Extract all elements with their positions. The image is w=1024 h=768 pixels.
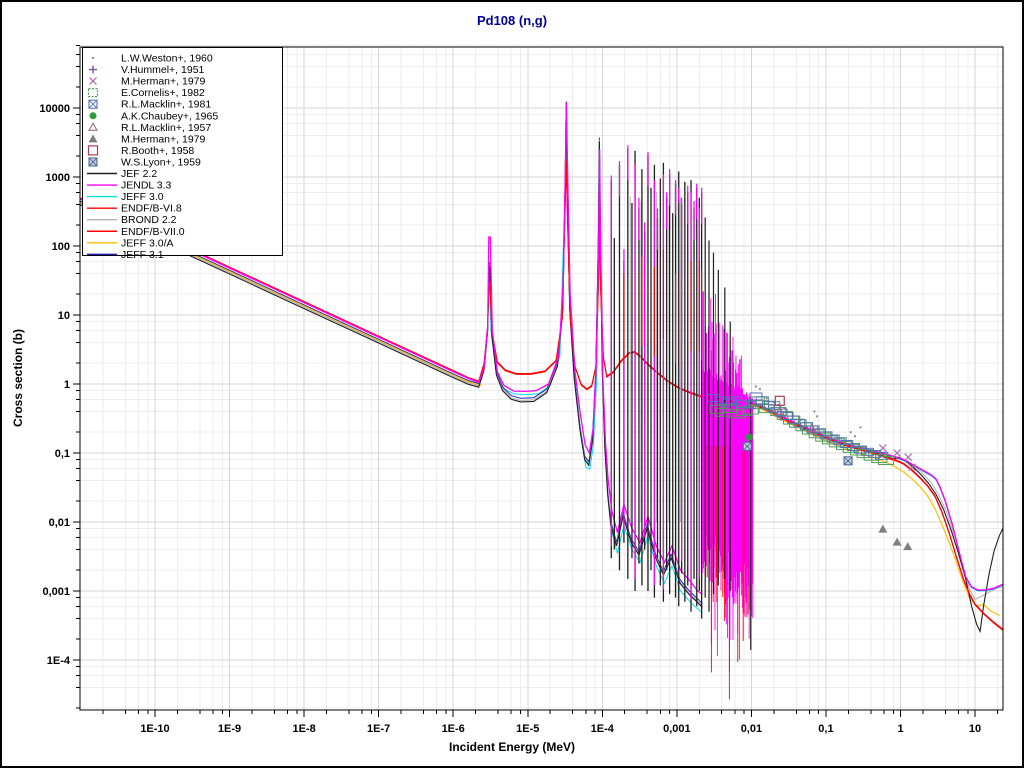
y-tick-label: 1000 — [46, 172, 70, 184]
curve-jendl33 — [752, 401, 1003, 591]
curve-jeff30 — [752, 402, 1003, 592]
legend-row: W.S.Lyon+, 1959 — [88, 156, 201, 168]
y-tick-label: 0,1 — [55, 448, 70, 460]
legend-row: JEFF 3.0 — [87, 191, 164, 203]
x-tick-label: 1E-6 — [442, 723, 465, 735]
axes: 1E-10 1E-9 1E-8 1E-7 1E-6 1E-5 1E-4 0,001 0,01 0,… — [39, 45, 1004, 735]
x-tick-label: 1E-8 — [292, 723, 315, 735]
legend-label: A.K.Chaubey+, 1965 — [121, 110, 218, 122]
legend-label: JEFF 3.0/A — [121, 237, 174, 249]
legend-row: JEF 2.2 — [87, 168, 157, 180]
y-tick-label: 100 — [52, 241, 70, 253]
legend-row: JEFF 3.1 — [87, 249, 164, 261]
dataset-macklin1957 — [774, 406, 817, 433]
legend-row: ENDF/B-VI.8 — [87, 203, 182, 215]
grid — [80, 45, 1003, 710]
y-tick-label: 10 — [58, 310, 70, 322]
x-tick-label: 1E-9 — [218, 723, 241, 735]
legend-row: M.Herman+, 1979 — [88, 133, 205, 145]
legend-row: E.Cornelis+, 1982 — [87, 87, 205, 99]
legend-label: JENDL 3.3 — [121, 180, 172, 192]
y-tick-label: 0,01 — [49, 517, 70, 529]
legend-row: R.L.Macklin+, 1981 — [88, 99, 211, 111]
x-tick-label: 0,1 — [818, 723, 833, 735]
legend-label: M.Herman+, 1979 — [121, 76, 205, 88]
x-tick-label: 1 — [897, 723, 903, 735]
y-tick-label: 1 — [64, 379, 70, 391]
dataset-lyon1959 — [742, 441, 853, 466]
dataset-herman1979x — [878, 444, 917, 472]
y-axis-title: Cross section (b) — [11, 328, 25, 428]
legend-label: BROND 2.2 — [121, 214, 177, 226]
legend-label: E.Cornelis+, 1982 — [121, 87, 205, 99]
legend-label: JEFF 3.1 — [121, 249, 164, 261]
legend-label: R.L.Macklin+, 1981 — [121, 99, 211, 111]
legend-label: W.S.Lyon+, 1959 — [121, 156, 201, 168]
legend-row: M.Herman+, 1979 — [89, 76, 205, 88]
legend-label: M.Herman+, 1979 — [121, 133, 205, 145]
x-tick-label: 10 — [969, 723, 981, 735]
x-axis-title: Incident Energy (MeV) — [448, 740, 576, 754]
legend-row: ENDF/B-VII.0 — [87, 226, 185, 238]
legend-label: JEFF 3.0 — [121, 191, 164, 203]
curve-jeff31 — [752, 402, 1003, 591]
chart-title: Pd108 (n,g) — [476, 13, 548, 28]
legend-row: A.K.Chaubey+, 1965 — [89, 110, 218, 122]
legend-label: L.W.Weston+, 1960 — [121, 53, 213, 65]
x-tick-label: 0,001 — [663, 723, 691, 735]
legend-row: BROND 2.2 — [87, 214, 177, 226]
x-tick-label: 1E-10 — [140, 723, 169, 735]
legend-label: JEF 2.2 — [121, 168, 157, 180]
legend-row: R.Booth+, 1958 — [87, 145, 194, 157]
legend-row: L.W.Weston+, 1960 — [92, 53, 213, 65]
legend-label: R.Booth+, 1958 — [121, 145, 194, 157]
x-tick-label: 1E-4 — [591, 723, 615, 735]
legend-label: ENDF/B-VI.8 — [121, 203, 182, 215]
dataset-chaubey1965 — [745, 433, 753, 441]
dataset-herman1979t — [878, 524, 913, 551]
unresolved-band — [701, 217, 754, 700]
y-tick-label: 1E-4 — [47, 655, 71, 667]
legend-label: V.Hummel+, 1951 — [121, 64, 205, 76]
x-tick-label: 1E-7 — [367, 723, 390, 735]
legend-row: JEFF 3.0/A — [87, 237, 174, 249]
dataset-booth1958 — [774, 395, 785, 406]
legend-label: ENDF/B-VII.0 — [121, 226, 185, 238]
experimental-data — [706, 385, 917, 551]
y-tick-label: 10000 — [39, 103, 70, 115]
legend-row: V.Hummel+, 1951 — [89, 64, 205, 76]
legend-row: R.L.Macklin+, 1957 — [88, 122, 211, 134]
legend-label: R.L.Macklin+, 1957 — [121, 122, 211, 134]
curve-jeff30a — [752, 404, 1001, 617]
legend-row: JENDL 3.3 — [87, 180, 172, 192]
x-tick-label: 1E-5 — [516, 723, 539, 735]
spikes — [610, 145, 703, 619]
y-tick-label: 0,001 — [42, 586, 70, 598]
x-tick-label: 0,01 — [741, 723, 762, 735]
